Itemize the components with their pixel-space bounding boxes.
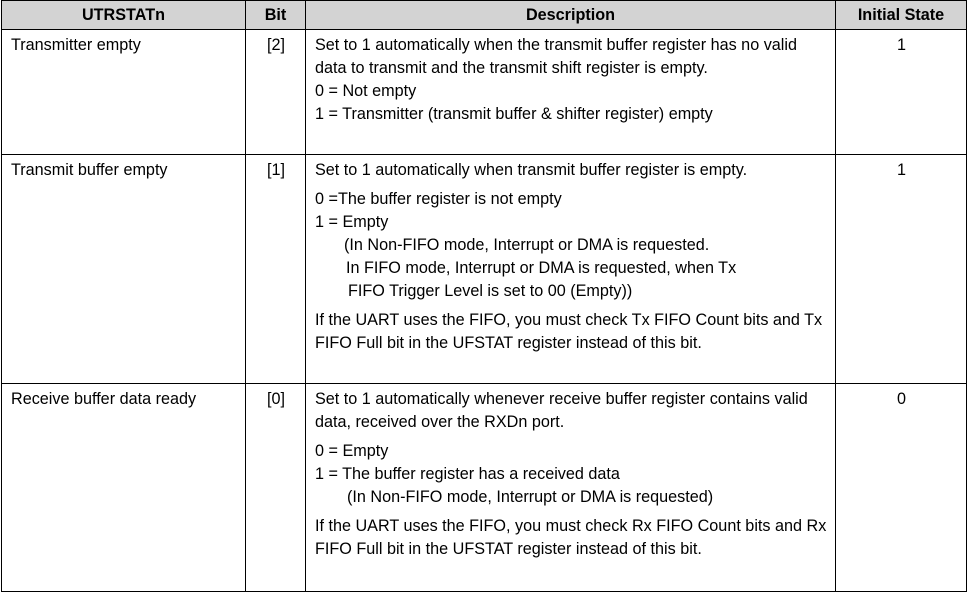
field-initial-state: 1 (835, 154, 967, 384)
description-note: (In Non-FIFO mode, Interrupt or DMA is r… (344, 236, 710, 254)
field-description: Set to 1 automatically whenever receive … (305, 383, 836, 592)
description-note: FIFO Trigger Level is set to 00 (Empty)) (348, 282, 633, 300)
description-line: 1 = Transmitter (transmit buffer & shift… (315, 105, 713, 123)
field-bit: [1] (245, 154, 306, 384)
field-name: Transmitter empty (1, 29, 246, 155)
description-paragraph: If the UART uses the FIFO, you must chec… (315, 311, 827, 352)
description-line: 0 = Not empty (315, 82, 417, 100)
table-row: Transmitter empty [2] Set to 1 automatic… (1, 29, 967, 155)
field-name: Receive buffer data ready (1, 383, 246, 592)
field-name: Transmit buffer empty (1, 154, 246, 384)
field-description: Set to 1 automatically when transmit buf… (305, 154, 836, 384)
header-initial-state: Initial State (835, 0, 967, 30)
description-line: 1 = Empty (315, 213, 389, 231)
table-row: Receive buffer data ready [0] Set to 1 a… (1, 383, 967, 592)
description-paragraph: Set to 1 automatically whenever receive … (315, 390, 813, 431)
description-paragraph: If the UART uses the FIFO, you must chec… (315, 517, 831, 558)
field-bit: [0] (245, 383, 306, 592)
field-bit: [2] (245, 29, 306, 155)
description-note: In FIFO mode, Interrupt or DMA is reques… (346, 259, 737, 277)
header-description: Description (305, 0, 836, 30)
description-line: 0 =The buffer register is not empty (315, 190, 562, 208)
description-line: 1 = The buffer register has a received d… (315, 465, 620, 483)
field-initial-state: 1 (835, 29, 967, 155)
description-note: (In Non-FIFO mode, Interrupt or DMA is r… (347, 488, 714, 506)
field-description: Set to 1 automatically when the transmit… (305, 29, 836, 155)
description-paragraph: Set to 1 automatically when the transmit… (315, 36, 802, 77)
header-row: UTRSTATn Bit Description Initial State (1, 0, 967, 30)
header-name: UTRSTATn (1, 0, 246, 30)
description-paragraph: Set to 1 automatically when transmit buf… (315, 161, 748, 179)
table-row: Transmit buffer empty [1] Set to 1 autom… (1, 154, 967, 384)
description-line: 0 = Empty (315, 442, 389, 460)
field-initial-state: 0 (835, 383, 967, 592)
header-bit: Bit (245, 0, 306, 30)
